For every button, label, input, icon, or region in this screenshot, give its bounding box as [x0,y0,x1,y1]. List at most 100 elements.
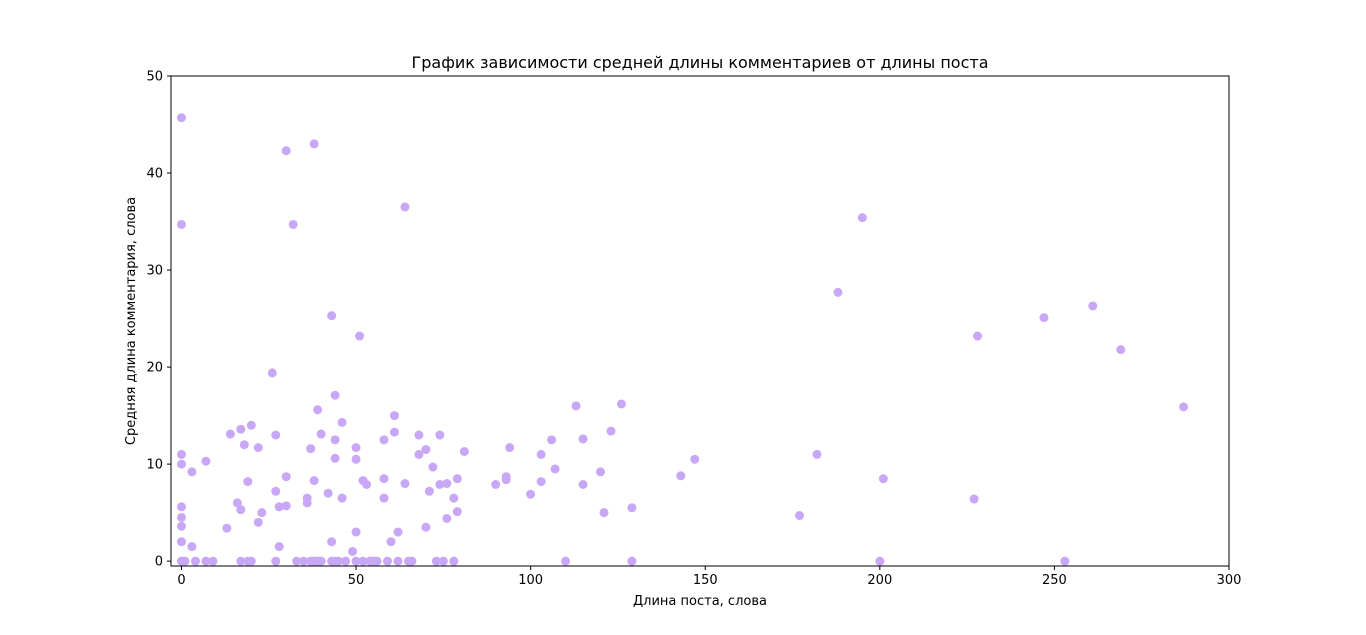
data-point [281,472,291,482]
data-point [187,467,197,477]
data-point [246,556,256,566]
data-point [243,477,253,487]
y-axis: 0 10 20 30 40 50 [146,70,171,570]
data-point [449,493,459,503]
data-point [578,434,588,444]
data-point [1116,345,1126,355]
x-tick-label: 250 [1042,573,1067,588]
data-point [812,449,822,459]
data-point [201,456,211,466]
data-point [676,471,686,481]
data-point [435,430,445,440]
data-point [281,501,291,511]
data-point [857,213,867,223]
data-point [222,523,232,533]
data-point [627,503,637,513]
y-tick-label: 20 [146,361,163,376]
data-point [536,449,546,459]
data-point [536,477,546,487]
data-point [316,429,326,439]
data-point [389,427,399,437]
y-tick-label: 0 [155,555,163,570]
data-point [616,399,626,409]
data-point [561,556,571,566]
data-point [595,467,605,477]
data-point [309,139,319,149]
data-point [414,449,424,459]
data-point [274,542,284,552]
data-point [491,480,501,489]
data-point [362,480,372,489]
data-point [239,440,249,450]
data-point [292,556,302,566]
data-point [201,556,211,566]
data-point [372,556,382,566]
data-point [438,556,448,566]
x-tick-label: 100 [518,573,543,588]
data-point [449,556,459,566]
data-point [571,401,581,411]
chart-title: График зависимости средней длины коммент… [411,53,988,72]
data-point [435,480,445,489]
data-point [414,430,424,440]
data-point [281,146,291,156]
x-axis-label: Длина поста, слова [633,594,767,609]
data-point [379,435,389,445]
data-point [313,405,323,415]
data-point [452,474,462,484]
data-point [547,435,557,445]
points-layer [176,113,1189,566]
data-point [271,430,281,440]
data-point [351,454,361,464]
data-point [348,546,358,556]
data-point [431,556,441,566]
data-point [379,493,389,503]
data-point [578,480,588,489]
data-point [176,459,186,469]
data-point [442,479,452,489]
data-point [236,556,246,566]
data-point [358,556,368,566]
data-point [337,493,347,503]
data-point [274,502,284,512]
data-point [253,517,263,527]
data-point [330,453,340,463]
data-point [208,556,218,566]
data-point [393,556,403,566]
data-point [606,426,616,436]
data-point [459,447,469,456]
data-point [323,488,333,498]
data-point [878,474,888,484]
data-point [288,219,298,229]
data-point [428,462,438,472]
data-point [351,443,361,453]
data-point [407,556,417,566]
data-point [330,435,340,445]
data-point [355,331,365,341]
data-point [389,411,399,421]
data-point [386,537,396,547]
data-point [302,498,312,508]
data-point [176,219,186,229]
data-point [421,445,431,455]
data-point [253,443,263,453]
data-point [400,479,410,489]
y-tick-label: 30 [146,264,163,279]
data-point [351,556,361,566]
x-tick-label: 150 [693,573,718,588]
data-point [795,511,805,521]
data-point [176,537,186,547]
x-tick-label: 300 [1217,573,1242,588]
data-point [190,556,200,566]
x-tick-label: 50 [348,573,365,588]
data-point [505,443,515,453]
data-point [232,498,242,508]
data-point [400,202,410,212]
data-point [330,390,340,400]
data-point [1039,313,1049,323]
data-point [225,429,235,439]
x-axis: 0 50 100 150 200 250 300 [177,566,1241,588]
y-tick-label: 40 [146,167,163,182]
